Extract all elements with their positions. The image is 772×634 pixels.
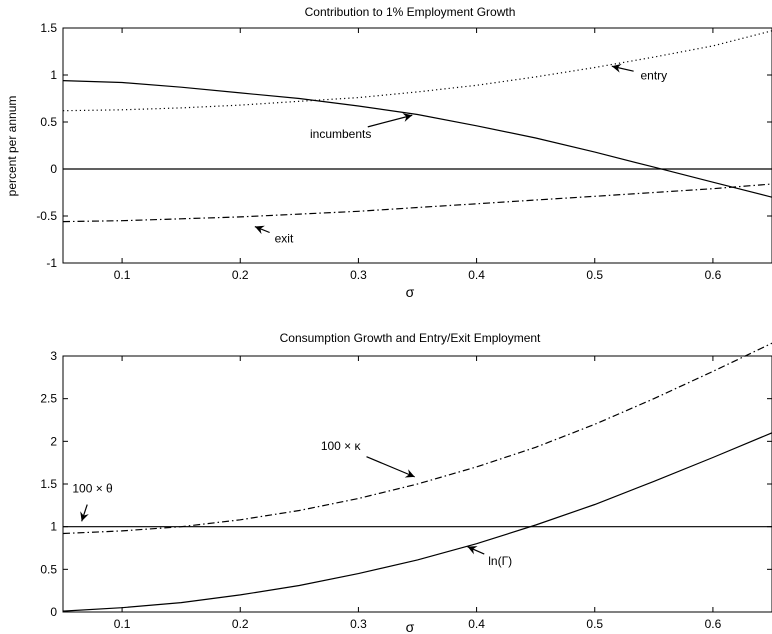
top-annotation-incumbents: incumbents — [310, 127, 371, 141]
top-annotation-arrow-head — [254, 225, 265, 235]
bottom-annotation-arrow-head — [467, 546, 478, 555]
bottom-annotation-100: 100 × θ — [72, 482, 113, 496]
top-ytick-label: -1 — [46, 256, 57, 270]
bottom-annotation-arrow-shaft — [366, 456, 415, 478]
bottom-ytick-label: 0.5 — [40, 562, 57, 576]
bottom-series-100 — [62, 342, 772, 535]
bottom-xtick-label: 0.6 — [705, 617, 722, 631]
top-ytick-label: 1.5 — [40, 21, 57, 35]
bottom-ytick-label: 0 — [50, 605, 57, 619]
bottom-xtick-label: 0.4 — [468, 617, 485, 631]
top-xlabel: σ — [406, 284, 415, 300]
top-xtick-label: 0.2 — [232, 268, 249, 282]
top-xtick-label: 0.4 — [468, 268, 485, 282]
top-ytick-label: -0.5 — [36, 209, 57, 223]
top-xtick-label: 0.6 — [705, 268, 722, 282]
bottom-annotation-ln: ln(Γ) — [488, 554, 512, 568]
bottom-title: Consumption Growth and Entry/Exit Employ… — [280, 331, 541, 345]
top-annotations: entry incumbents exit — [254, 63, 667, 245]
top-ytick-label: 0.5 — [40, 115, 57, 129]
top-annotation-entry: entry — [640, 69, 667, 83]
top-title: Contribution to 1% Employment Growth — [305, 5, 516, 19]
top-annotation-arrow-head — [611, 63, 622, 73]
top-xtick-label: 0.3 — [350, 268, 367, 282]
top-series-entry — [62, 30, 772, 112]
top-annotation-exit: exit — [275, 231, 294, 245]
bottom-ytick-label: 3 — [50, 349, 57, 363]
bottom-ytick-label: 2 — [50, 434, 57, 448]
bottom-ytick-label: 1.5 — [40, 477, 57, 491]
bottom-annotation-arrow-head — [404, 469, 415, 478]
top-ticks: 0.1 0.2 0.3 0.4 0.5 0.6 -1 -0.5 0 0.5 1 1.5 — [36, 21, 772, 282]
top-ylabel: percent per annum — [5, 96, 19, 197]
bottom-ytick-label: 2.5 — [40, 392, 57, 406]
top-series-exit — [62, 183, 772, 223]
bottom-ytick-label: 1 — [50, 520, 57, 534]
top-series-incumbents — [62, 80, 772, 198]
bottom-series — [62, 342, 772, 612]
top-annotation-arrow-head — [402, 113, 413, 122]
top-xtick-label: 0.5 — [586, 268, 603, 282]
top-axes-box — [62, 27, 772, 264]
bottom-xtick-label: 0.3 — [350, 617, 367, 631]
bottom-annotations: 100 × κ 100 × θ ln(Γ) — [72, 439, 512, 568]
panel-top: Contribution to 1% Employment Growth σ p… — [5, 5, 772, 300]
top-xtick-label: 0.1 — [114, 268, 131, 282]
bottom-xtick-label: 0.2 — [232, 617, 249, 631]
bottom-xlabel: σ — [406, 619, 415, 634]
bottom-xtick-label: 0.1 — [114, 617, 131, 631]
bottom-ticks: 0.1 0.2 0.3 0.4 0.5 0.6 0 0.5 1 1.5 2 2.5 3 — [40, 349, 772, 631]
bottom-annotation-100: 100 × κ — [321, 439, 362, 453]
bottom-series-ln — [62, 432, 772, 612]
top-ytick-label: 0 — [50, 162, 57, 176]
bottom-xtick-label: 0.5 — [586, 617, 603, 631]
bottom-annotation-arrow-head — [80, 511, 89, 522]
panel-bottom: Consumption Growth and Entry/Exit Employ… — [40, 331, 772, 634]
top-ytick-label: 1 — [50, 68, 57, 82]
top-annotation-arrow-shaft — [367, 114, 413, 128]
top-series — [62, 30, 772, 223]
